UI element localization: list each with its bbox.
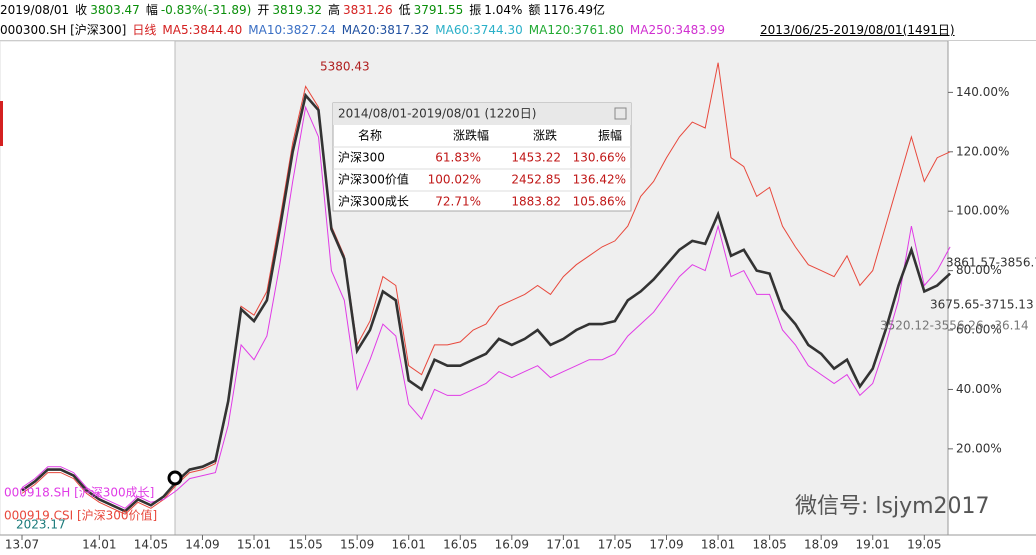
table-cell: 100.02% [428, 173, 481, 187]
legend-entry: 000918.SH [沪深300成长] [4, 486, 154, 500]
quote-label: 低 [398, 3, 411, 17]
x-tick-label: 15.05 [288, 538, 322, 552]
x-tick-label: 18.09 [804, 538, 838, 552]
watermark: 微信号: lsjym2017 [795, 494, 990, 519]
quote-value: 3791.55 [413, 3, 464, 17]
x-tick-label: 19.05 [907, 538, 941, 552]
x-tick-label: 18.01 [701, 538, 735, 552]
ma-value: MA10:3827.24 [248, 23, 336, 37]
table-cell: 130.66% [573, 151, 626, 165]
quote-value: -0.83%(-31.89) [160, 3, 252, 17]
y-tick-label: 80.00% [956, 263, 1002, 277]
x-tick-label: 17.01 [546, 538, 580, 552]
quote-value: 3819.32 [272, 3, 322, 17]
close-box [614, 107, 627, 120]
chart: 20.00% 40.00% 60.00% 80.00% 100.00% 120.00% 14… [0, 41, 1036, 552]
table-header: 涨跌幅 [453, 128, 489, 143]
annotation: 5380.43 [320, 60, 370, 74]
x-tick-label: 17.05 [598, 538, 632, 552]
quote-label: 额 [528, 3, 541, 17]
table-cell: 沪深300 [338, 151, 385, 165]
quote-value: 1176.49亿 [543, 3, 606, 17]
table-cell: 61.83% [435, 151, 481, 165]
code: 000300.SH [沪深300] [0, 23, 127, 37]
x-tick-label: 14.05 [134, 538, 168, 552]
ma-bar: 000300.SH [沪深300] 日线 MA5:3844.40 MA10:3827.… [0, 20, 1036, 41]
popup-titlebar [333, 103, 631, 125]
x-tick-label: 16.05 [443, 538, 477, 552]
annotation: 3520.12-3556.26 [880, 319, 984, 333]
ma-value: MA120:3761.80 [528, 23, 624, 37]
quote-label: 幅 [145, 3, 158, 17]
range: 2013/06/25-2019/08/01(1491日) [760, 23, 955, 37]
quote-label: 收 [75, 3, 88, 17]
x-tick-label: 16.09 [495, 538, 529, 552]
annotation: 3675.65-3715.13 [930, 298, 1034, 312]
annotation: -36.14 [990, 319, 1029, 333]
table-header: 振幅 [598, 128, 622, 143]
y-tick-label: 120.00% [956, 144, 1009, 158]
x-tick-label: 14.09 [185, 538, 219, 552]
x-tick-label: 18.05 [752, 538, 786, 552]
quote-label: 高 [327, 3, 340, 17]
stats-popup: 2014/08/01-2019/08/01 (1220日) 名称 涨跌幅 涨跌 振幅沪深… [332, 102, 632, 212]
ma-value: MA60:3744.30 [435, 23, 523, 37]
quote-bar: 2019/08/01 收 3803.47 幅 -0.83%(-31.89) 开 3819.3… [0, 0, 1036, 20]
x-tick-label: 17.09 [649, 538, 683, 552]
table-cell: 沪深300价值 [338, 172, 409, 187]
table-cell: 105.86% [573, 195, 626, 209]
range-marker [167, 470, 183, 486]
x-tick-label: 19.01 [856, 538, 890, 552]
popup-title: 2014/08/01-2019/08/01 (1220日) [338, 107, 536, 121]
y-tick-label: 100.00% [956, 204, 1009, 218]
y-tick-label: 40.00% [956, 382, 1002, 396]
ma-value: MA5:3844.40 [162, 23, 243, 37]
table-cell: 2452.85 [511, 173, 561, 187]
x-tick-label: 14.01 [82, 538, 116, 552]
annotation: 2023.17 [16, 518, 66, 532]
x-tick-label: 15.09 [340, 538, 374, 552]
quote-label: 振 [469, 3, 482, 17]
quote-value: 3831.26 [342, 3, 393, 17]
table-header: 涨跌 [533, 128, 557, 143]
y-tick-label: 140.00% [956, 85, 1009, 99]
table-cell: 136.42% [573, 173, 626, 187]
quote-label: 开 [257, 3, 270, 17]
table-cell: 1883.82 [511, 195, 561, 209]
x-tick-label: 15.01 [237, 538, 271, 552]
series-line [21, 105, 951, 509]
table-cell: 72.71% [435, 195, 481, 209]
x-tick-label: 16.01 [392, 538, 426, 552]
y-tick-label: 20.00% [956, 441, 1002, 455]
quote-date: 2019/08/01 [0, 3, 70, 17]
quote-value: 3803.47 [90, 3, 140, 17]
ma-value: MA250:3483.99 [629, 23, 726, 37]
table-header: 名称 [358, 128, 382, 143]
marker [0, 101, 3, 146]
y-tick-label: 60.00% [956, 323, 1002, 337]
quote-value: 1.04% [484, 3, 523, 17]
table-cell: 1453.22 [511, 151, 561, 165]
ma-value: MA20:3817.32 [341, 23, 430, 37]
period: 日线 [132, 23, 157, 37]
x-tick-label: 13.07 [5, 538, 39, 552]
legend-entry: 000919.CSI [沪深300价值] [4, 508, 157, 523]
annotation: 3861.57-3856.7 [946, 256, 1036, 270]
table-cell: 沪深300成长 [338, 195, 409, 209]
